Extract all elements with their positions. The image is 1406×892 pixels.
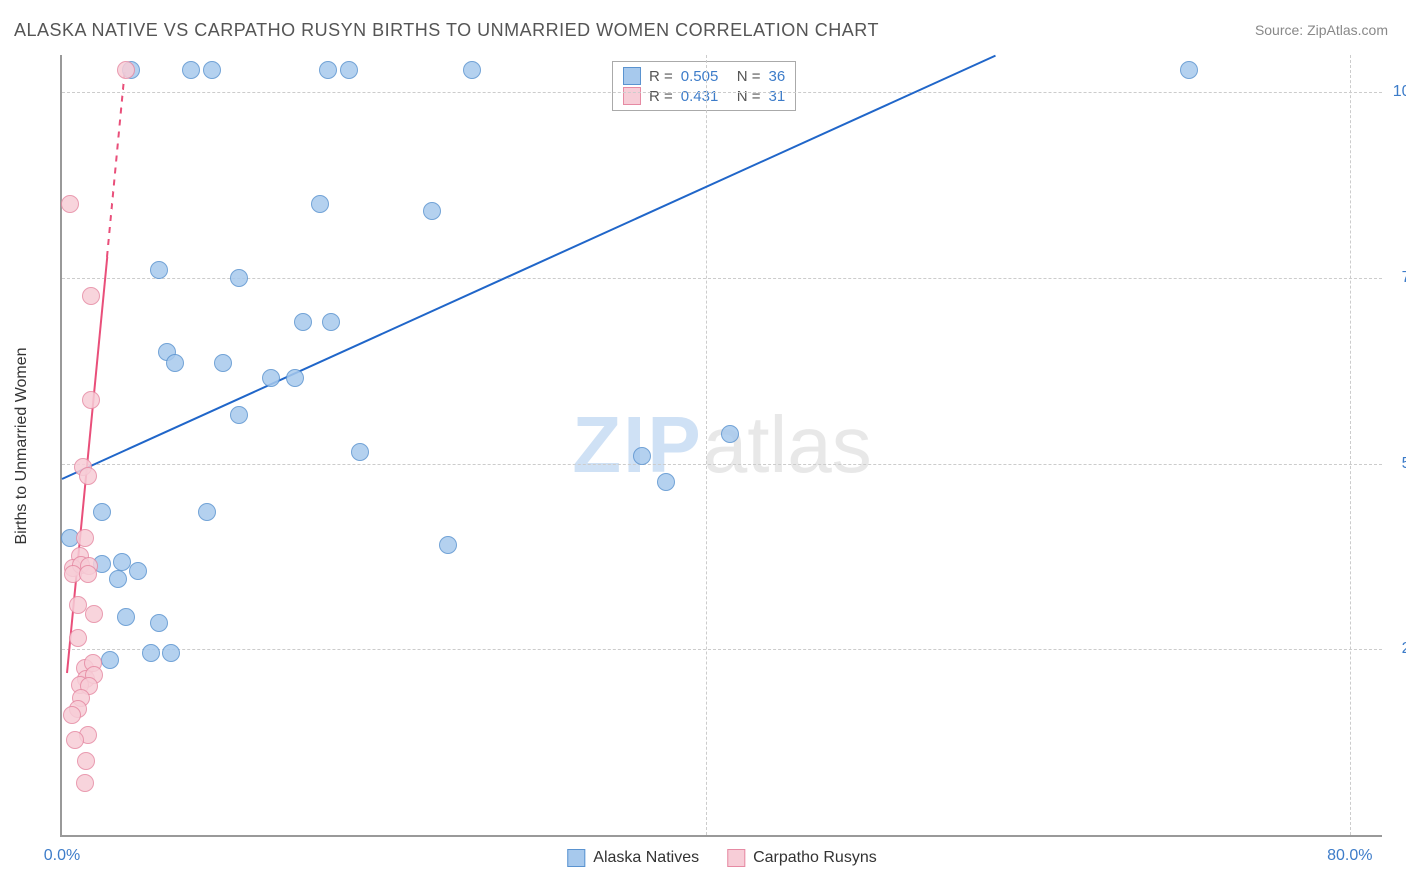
data-point — [463, 61, 481, 79]
scatter-chart: ZIPatlas R = 0.505 N = 36 R = 0.431 N = … — [60, 55, 1382, 837]
data-point — [63, 706, 81, 724]
data-point — [117, 61, 135, 79]
source-name: ZipAtlas.com — [1307, 22, 1388, 38]
data-point — [214, 354, 232, 372]
data-point — [319, 61, 337, 79]
data-point — [76, 774, 94, 792]
legend-item-carpatho: Carpatho Rusyns — [727, 849, 877, 867]
data-point — [262, 369, 280, 387]
gridline-h — [62, 649, 1382, 650]
legend-row-carpatho: R = 0.431 N = 31 — [623, 86, 785, 106]
watermark: ZIPatlas — [572, 399, 871, 491]
data-point — [162, 644, 180, 662]
legend-item-alaska: Alaska Natives — [567, 849, 699, 867]
data-point — [311, 195, 329, 213]
data-point — [79, 467, 97, 485]
data-point — [150, 261, 168, 279]
swatch-alaska-bottom — [567, 849, 585, 867]
data-point — [351, 443, 369, 461]
data-point — [203, 61, 221, 79]
y-tick-label: 100.0% — [1387, 83, 1406, 101]
gridline-h — [62, 92, 1382, 93]
y-tick-label: 75.0% — [1387, 269, 1406, 287]
swatch-carpatho — [623, 87, 641, 105]
data-point — [633, 447, 651, 465]
legend-row-alaska: R = 0.505 N = 36 — [623, 66, 785, 86]
series-legend: Alaska Natives Carpatho Rusyns — [567, 849, 876, 867]
n-label-1: N = — [737, 88, 761, 105]
data-point — [142, 644, 160, 662]
data-point — [69, 629, 87, 647]
data-point — [657, 473, 675, 491]
data-point — [166, 354, 184, 372]
y-tick-label: 50.0% — [1387, 455, 1406, 473]
r-value-1: 0.431 — [681, 88, 729, 105]
data-point — [85, 605, 103, 623]
gridline-v — [1350, 55, 1351, 835]
data-point — [82, 391, 100, 409]
data-point — [439, 536, 457, 554]
data-point — [230, 406, 248, 424]
data-point — [286, 369, 304, 387]
data-point — [230, 269, 248, 287]
chart-title: ALASKA NATIVE VS CARPATHO RUSYN BIRTHS T… — [14, 20, 879, 41]
data-point — [109, 570, 127, 588]
data-point — [77, 752, 95, 770]
x-tick-label: 80.0% — [1327, 847, 1372, 865]
data-point — [101, 651, 119, 669]
n-label-0: N = — [737, 68, 761, 85]
data-point — [721, 425, 739, 443]
n-value-0: 36 — [769, 68, 786, 85]
trend-line — [62, 55, 996, 480]
data-point — [322, 313, 340, 331]
gridline-v — [706, 55, 707, 835]
data-point — [79, 565, 97, 583]
r-label-1: R = — [649, 88, 673, 105]
trend-line — [106, 71, 126, 257]
data-point — [182, 61, 200, 79]
data-point — [198, 503, 216, 521]
source-attribution: Source: ZipAtlas.com — [1255, 22, 1388, 38]
data-point — [150, 614, 168, 632]
data-point — [66, 731, 84, 749]
watermark-atlas: atlas — [703, 400, 872, 489]
r-value-0: 0.505 — [681, 68, 729, 85]
gridline-h — [62, 278, 1382, 279]
legend-label-alaska: Alaska Natives — [593, 849, 699, 867]
swatch-alaska — [623, 67, 641, 85]
data-point — [340, 61, 358, 79]
data-point — [423, 202, 441, 220]
data-point — [129, 562, 147, 580]
data-point — [117, 608, 135, 626]
y-axis-label: Births to Unmarried Women — [13, 347, 31, 544]
r-label-0: R = — [649, 68, 673, 85]
data-point — [93, 503, 111, 521]
legend-label-carpatho: Carpatho Rusyns — [753, 849, 877, 867]
data-point — [294, 313, 312, 331]
data-point — [1180, 61, 1198, 79]
data-point — [82, 287, 100, 305]
y-tick-label: 25.0% — [1387, 640, 1406, 658]
x-tick-label: 0.0% — [44, 847, 80, 865]
swatch-carpatho-bottom — [727, 849, 745, 867]
data-point — [76, 529, 94, 547]
gridline-h — [62, 464, 1382, 465]
watermark-zip: ZIP — [572, 400, 702, 489]
correlation-legend: R = 0.505 N = 36 R = 0.431 N = 31 — [612, 61, 796, 111]
n-value-1: 31 — [769, 88, 786, 105]
data-point — [61, 195, 79, 213]
source-prefix: Source: — [1255, 22, 1307, 38]
